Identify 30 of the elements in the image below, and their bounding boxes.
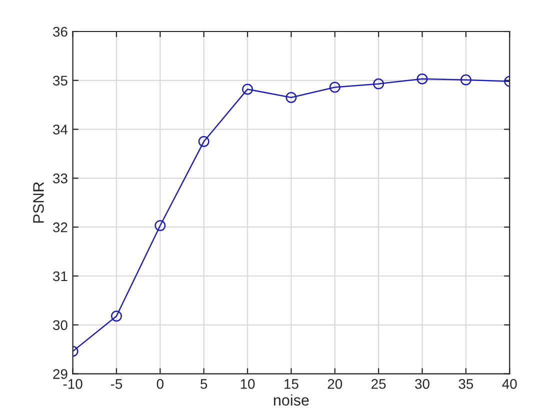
x-tick-label: 25: [372, 379, 386, 389]
point: [242, 84, 254, 95]
y-tick-label: 31: [53, 271, 68, 282]
x-tick-label: 40: [502, 379, 517, 389]
x-tick-label: 35: [458, 379, 474, 389]
x-tick-label: 10: [240, 379, 255, 389]
y-tick-label: 29: [53, 369, 68, 379]
y-tick-label: 34: [53, 124, 68, 134]
x-axis-title: noise: [274, 394, 309, 406]
y-tick-label: 32: [53, 222, 68, 232]
x-tick-label: 0: [156, 379, 164, 389]
point: [198, 136, 210, 148]
x-tick-label: 30: [415, 379, 430, 389]
x-tick-label: -5: [110, 379, 122, 389]
point: [110, 310, 122, 322]
x-tick-label: 20: [328, 379, 342, 389]
point: [286, 92, 297, 103]
x-tick-label: 5: [200, 379, 208, 389]
y-tick-label: 33: [53, 174, 68, 184]
point: [373, 78, 384, 90]
x-tick-label: 15: [284, 379, 298, 389]
point: [416, 73, 428, 84]
y-tick-label: 30: [53, 320, 68, 330]
point: [329, 82, 340, 93]
y-axis-title: PSNR: [33, 182, 44, 223]
point: [154, 220, 166, 232]
y-tick-label: 36: [53, 26, 68, 37]
y-tick-label: 35: [53, 76, 68, 86]
point: [460, 74, 472, 86]
x-tick-label: -10: [63, 379, 82, 389]
